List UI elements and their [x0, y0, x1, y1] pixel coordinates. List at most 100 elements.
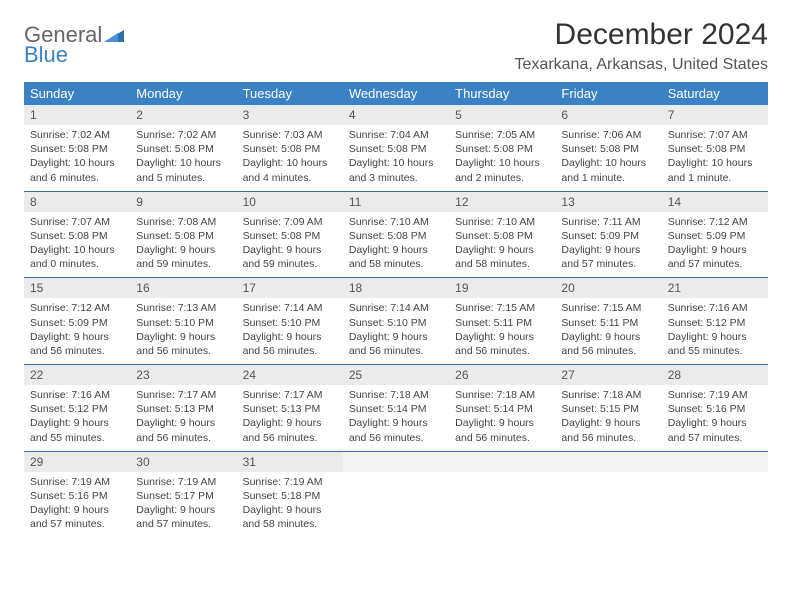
- calendar-day: 13Sunrise: 7:11 AMSunset: 5:09 PMDayligh…: [555, 192, 661, 278]
- day-details: Sunrise: 7:14 AMSunset: 5:10 PMDaylight:…: [237, 298, 343, 364]
- daylight-text-1: Daylight: 10 hours: [243, 156, 337, 170]
- sunrise-text: Sunrise: 7:12 AM: [668, 215, 762, 229]
- sunset-text: Sunset: 5:12 PM: [30, 402, 124, 416]
- day-number: 5: [449, 105, 555, 125]
- calendar-day: 9Sunrise: 7:08 AMSunset: 5:08 PMDaylight…: [130, 192, 236, 278]
- sunrise-text: Sunrise: 7:07 AM: [668, 128, 762, 142]
- daylight-text-1: Daylight: 9 hours: [30, 503, 124, 517]
- day-number: 29: [24, 452, 130, 472]
- calendar-day: 31Sunrise: 7:19 AMSunset: 5:18 PMDayligh…: [237, 452, 343, 538]
- calendar-day: .: [555, 452, 661, 538]
- daylight-text-2: and 4 minutes.: [243, 171, 337, 185]
- day-details: Sunrise: 7:11 AMSunset: 5:09 PMDaylight:…: [555, 212, 661, 278]
- day-number: 31: [237, 452, 343, 472]
- calendar-day: 14Sunrise: 7:12 AMSunset: 5:09 PMDayligh…: [662, 192, 768, 278]
- daylight-text-2: and 57 minutes.: [561, 257, 655, 271]
- day-number: 9: [130, 192, 236, 212]
- sunrise-text: Sunrise: 7:05 AM: [455, 128, 549, 142]
- sunrise-text: Sunrise: 7:10 AM: [349, 215, 443, 229]
- calendar-day: 15Sunrise: 7:12 AMSunset: 5:09 PMDayligh…: [24, 278, 130, 364]
- day-number: 16: [130, 278, 236, 298]
- day-details: Sunrise: 7:17 AMSunset: 5:13 PMDaylight:…: [130, 385, 236, 451]
- sunset-text: Sunset: 5:08 PM: [243, 142, 337, 156]
- day-details: Sunrise: 7:19 AMSunset: 5:16 PMDaylight:…: [662, 385, 768, 451]
- daylight-text-1: Daylight: 10 hours: [561, 156, 655, 170]
- daylight-text-2: and 56 minutes.: [243, 344, 337, 358]
- sunset-text: Sunset: 5:09 PM: [30, 316, 124, 330]
- day-details: Sunrise: 7:06 AMSunset: 5:08 PMDaylight:…: [555, 125, 661, 191]
- daylight-text-2: and 57 minutes.: [668, 431, 762, 445]
- day-number: 17: [237, 278, 343, 298]
- daylight-text-1: Daylight: 9 hours: [349, 416, 443, 430]
- day-details: Sunrise: 7:16 AMSunset: 5:12 PMDaylight:…: [662, 298, 768, 364]
- day-number: 10: [237, 192, 343, 212]
- day-number: .: [449, 452, 555, 472]
- day-details: Sunrise: 7:10 AMSunset: 5:08 PMDaylight:…: [449, 212, 555, 278]
- daylight-text-2: and 58 minutes.: [243, 517, 337, 531]
- week-row: 8Sunrise: 7:07 AMSunset: 5:08 PMDaylight…: [24, 191, 768, 278]
- sunrise-text: Sunrise: 7:11 AM: [561, 215, 655, 229]
- dow-monday: Monday: [130, 82, 236, 105]
- sunset-text: Sunset: 5:10 PM: [243, 316, 337, 330]
- daylight-text-2: and 58 minutes.: [455, 257, 549, 271]
- calendar-day: 23Sunrise: 7:17 AMSunset: 5:13 PMDayligh…: [130, 365, 236, 451]
- day-details: Sunrise: 7:18 AMSunset: 5:14 PMDaylight:…: [343, 385, 449, 451]
- day-number: 30: [130, 452, 236, 472]
- sunset-text: Sunset: 5:08 PM: [349, 142, 443, 156]
- calendar-day: 25Sunrise: 7:18 AMSunset: 5:14 PMDayligh…: [343, 365, 449, 451]
- daylight-text-1: Daylight: 10 hours: [30, 156, 124, 170]
- day-number: .: [343, 452, 449, 472]
- daylight-text-1: Daylight: 9 hours: [243, 243, 337, 257]
- weeks-container: 1Sunrise: 7:02 AMSunset: 5:08 PMDaylight…: [24, 105, 768, 537]
- sunrise-text: Sunrise: 7:08 AM: [136, 215, 230, 229]
- daylight-text-1: Daylight: 9 hours: [349, 330, 443, 344]
- calendar-day: 8Sunrise: 7:07 AMSunset: 5:08 PMDaylight…: [24, 192, 130, 278]
- sunrise-text: Sunrise: 7:10 AM: [455, 215, 549, 229]
- daylight-text-1: Daylight: 10 hours: [455, 156, 549, 170]
- daylight-text-1: Daylight: 9 hours: [136, 243, 230, 257]
- sunset-text: Sunset: 5:16 PM: [30, 489, 124, 503]
- daylight-text-2: and 56 minutes.: [30, 344, 124, 358]
- daylight-text-1: Daylight: 9 hours: [668, 416, 762, 430]
- daylight-text-1: Daylight: 9 hours: [455, 416, 549, 430]
- day-number: 26: [449, 365, 555, 385]
- dow-wednesday: Wednesday: [343, 82, 449, 105]
- sunrise-text: Sunrise: 7:15 AM: [561, 301, 655, 315]
- calendar-day: 18Sunrise: 7:14 AMSunset: 5:10 PMDayligh…: [343, 278, 449, 364]
- sunrise-text: Sunrise: 7:18 AM: [561, 388, 655, 402]
- day-details: Sunrise: 7:08 AMSunset: 5:08 PMDaylight:…: [130, 212, 236, 278]
- daylight-text-2: and 57 minutes.: [136, 517, 230, 531]
- day-number: 22: [24, 365, 130, 385]
- header: General Blue December 2024 Texarkana, Ar…: [24, 18, 768, 74]
- sunset-text: Sunset: 5:08 PM: [668, 142, 762, 156]
- sunrise-text: Sunrise: 7:17 AM: [243, 388, 337, 402]
- calendar-day: 6Sunrise: 7:06 AMSunset: 5:08 PMDaylight…: [555, 105, 661, 191]
- daylight-text-2: and 59 minutes.: [243, 257, 337, 271]
- daylight-text-1: Daylight: 10 hours: [30, 243, 124, 257]
- daylight-text-2: and 1 minute.: [668, 171, 762, 185]
- logo-triangle-icon: [104, 24, 124, 46]
- daylight-text-2: and 58 minutes.: [349, 257, 443, 271]
- sunrise-text: Sunrise: 7:19 AM: [30, 475, 124, 489]
- sunrise-text: Sunrise: 7:15 AM: [455, 301, 549, 315]
- sunset-text: Sunset: 5:14 PM: [349, 402, 443, 416]
- daylight-text-1: Daylight: 9 hours: [136, 330, 230, 344]
- day-number: 12: [449, 192, 555, 212]
- sunrise-text: Sunrise: 7:09 AM: [243, 215, 337, 229]
- sunset-text: Sunset: 5:18 PM: [243, 489, 337, 503]
- calendar-day: 19Sunrise: 7:15 AMSunset: 5:11 PMDayligh…: [449, 278, 555, 364]
- sunset-text: Sunset: 5:15 PM: [561, 402, 655, 416]
- sunrise-text: Sunrise: 7:14 AM: [243, 301, 337, 315]
- day-number: 3: [237, 105, 343, 125]
- calendar-day: 17Sunrise: 7:14 AMSunset: 5:10 PMDayligh…: [237, 278, 343, 364]
- day-number: 21: [662, 278, 768, 298]
- daylight-text-1: Daylight: 10 hours: [136, 156, 230, 170]
- week-row: 22Sunrise: 7:16 AMSunset: 5:12 PMDayligh…: [24, 364, 768, 451]
- sunset-text: Sunset: 5:11 PM: [561, 316, 655, 330]
- daylight-text-1: Daylight: 9 hours: [668, 330, 762, 344]
- day-details: Sunrise: 7:13 AMSunset: 5:10 PMDaylight:…: [130, 298, 236, 364]
- sunset-text: Sunset: 5:09 PM: [561, 229, 655, 243]
- day-number: 13: [555, 192, 661, 212]
- daylight-text-2: and 59 minutes.: [136, 257, 230, 271]
- day-number: 19: [449, 278, 555, 298]
